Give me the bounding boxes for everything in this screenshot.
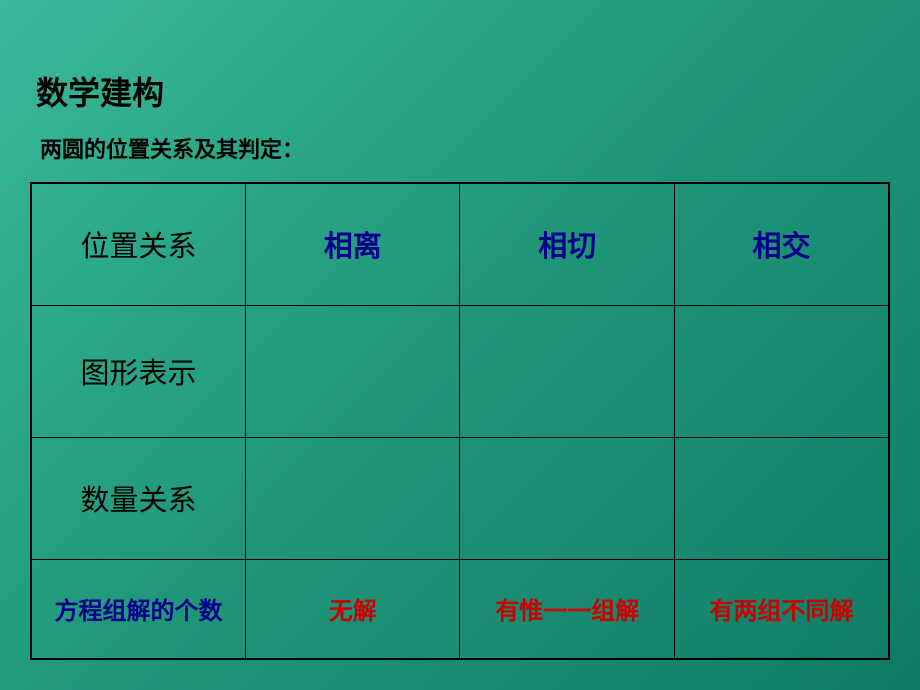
cell-label: 方程组解的个数 — [55, 599, 223, 625]
cell-two-solutions: 有两组不同解 — [674, 559, 889, 659]
cell-empty — [246, 437, 460, 559]
row-header-quantity: 数量关系 — [31, 437, 246, 559]
cell-empty — [674, 305, 889, 437]
cell-value: 相离 — [324, 231, 382, 263]
row-header-solutions: 方程组解的个数 — [31, 559, 246, 659]
relations-table: 位置关系 相离 相切 相交 图形表示 数量关系 方程组解的个数 无解 有惟一一组… — [30, 182, 890, 660]
cell-separate: 相离 — [246, 183, 460, 305]
cell-intersect: 相交 — [674, 183, 889, 305]
cell-tangent: 相切 — [460, 183, 674, 305]
cell-label: 位置关系 — [80, 231, 196, 263]
cell-label: 图形表示 — [80, 358, 196, 390]
page-title: 数学建构 — [0, 0, 920, 114]
cell-empty — [460, 305, 674, 437]
cell-no-solution: 无解 — [246, 559, 460, 659]
cell-label: 数量关系 — [80, 485, 196, 517]
cell-value: 有惟一一组解 — [495, 598, 639, 625]
row-header-graphic: 图形表示 — [31, 305, 246, 437]
table-container: 位置关系 相离 相切 相交 图形表示 数量关系 方程组解的个数 无解 有惟一一组… — [30, 182, 890, 660]
cell-empty — [460, 437, 674, 559]
table-row: 方程组解的个数 无解 有惟一一组解 有两组不同解 — [31, 559, 889, 659]
table-row: 数量关系 — [31, 437, 889, 559]
cell-one-solution: 有惟一一组解 — [460, 559, 674, 659]
cell-value: 相切 — [538, 231, 596, 263]
cell-value: 相交 — [752, 231, 810, 263]
table-row: 图形表示 — [31, 305, 889, 437]
table-row: 位置关系 相离 相切 相交 — [31, 183, 889, 305]
cell-empty — [674, 437, 889, 559]
row-header-position: 位置关系 — [31, 183, 246, 305]
cell-value: 无解 — [329, 598, 377, 625]
page-subtitle: 两圆的位置关系及其判定： — [0, 114, 920, 164]
cell-value: 有两组不同解 — [709, 598, 853, 625]
cell-empty — [246, 305, 460, 437]
